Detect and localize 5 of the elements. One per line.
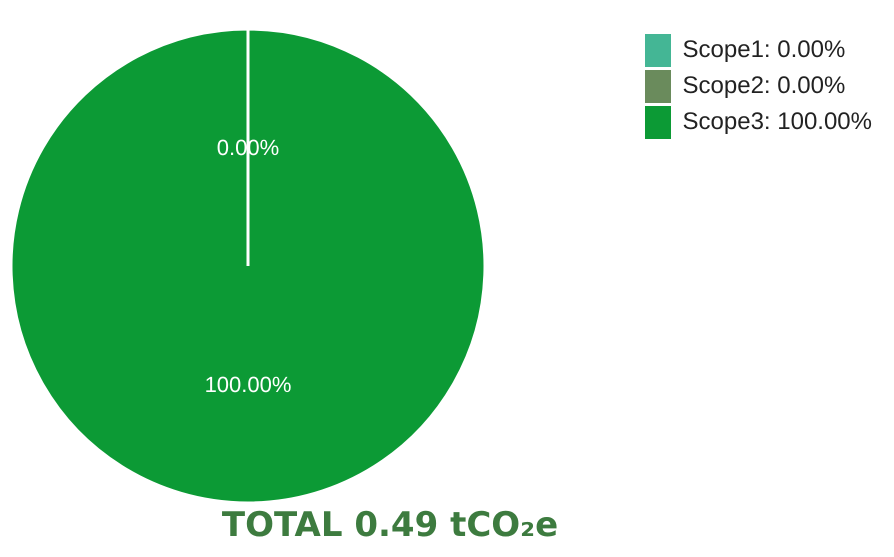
legend-label: Scope2: 0.00% [682, 72, 846, 100]
legend-label: Scope1: 0.00% [682, 36, 846, 64]
legend-label: Scope3: 100.00% [682, 108, 872, 136]
text: TOTAL 0.49 tCO₂e [220, 505, 560, 545]
data-label: 100.00% [204, 372, 292, 397]
